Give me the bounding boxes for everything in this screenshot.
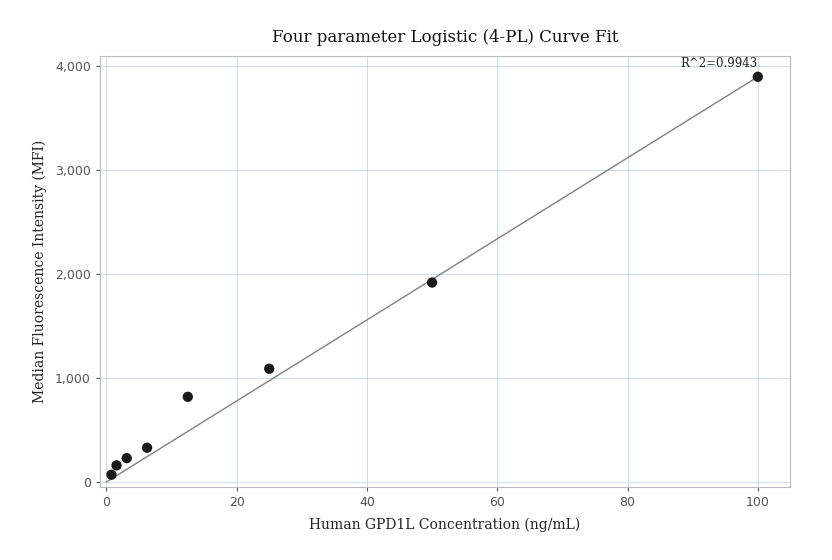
Point <box>120 454 133 463</box>
Y-axis label: Median Fluorescence Intensity (MFI): Median Fluorescence Intensity (MFI) <box>32 140 47 403</box>
Point <box>110 461 123 470</box>
Point <box>751 72 765 81</box>
Title: Four parameter Logistic (4-PL) Curve Fit: Four parameter Logistic (4-PL) Curve Fit <box>272 29 618 46</box>
Point <box>263 364 276 373</box>
Point <box>105 470 118 479</box>
Point <box>181 393 195 402</box>
X-axis label: Human GPD1L Concentration (ng/mL): Human GPD1L Concentration (ng/mL) <box>310 517 581 532</box>
Text: R^2=0.9943: R^2=0.9943 <box>681 57 758 69</box>
Point <box>425 278 438 287</box>
Point <box>141 443 154 452</box>
